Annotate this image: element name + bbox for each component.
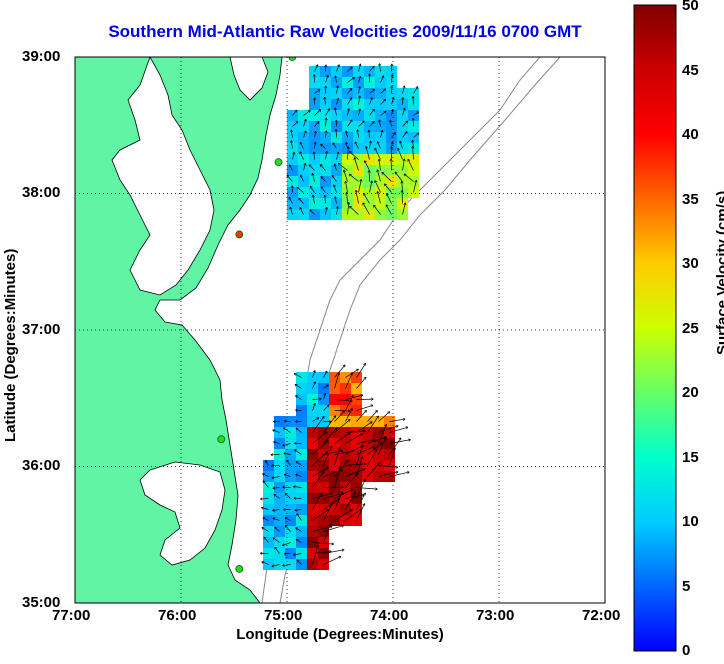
radar-station-marker (275, 159, 282, 166)
colorbar-tick-label: 25 (682, 320, 699, 337)
y-tick-label: 39:00 (22, 48, 60, 65)
colorbar (634, 5, 676, 651)
x-axis-label: Longitude (Degrees:Minutes) (75, 626, 605, 643)
colorbar-tick-label: 45 (682, 62, 699, 79)
colorbar-tick-label: 15 (682, 449, 699, 466)
y-tick-label: 36:00 (22, 457, 60, 474)
radar-station-marker (218, 436, 225, 443)
colorbar-tick-label: 30 (682, 255, 699, 272)
colorbar-tick-label: 20 (682, 384, 699, 401)
y-tick-label: 37:00 (22, 321, 60, 338)
x-tick-label: 72:00 (582, 607, 620, 624)
radar-station-marker (236, 231, 243, 238)
y-axis-label: Latitude (Degrees:Minutes) (2, 249, 19, 442)
colorbar-tick-label: 0 (682, 642, 690, 659)
x-tick-label: 75:00 (264, 607, 302, 624)
x-tick-label: 73:00 (476, 607, 514, 624)
chart-title: Southern Mid-Atlantic Raw Velocities 200… (60, 22, 630, 42)
colorbar-tick-label: 50 (682, 0, 699, 14)
x-tick-label: 74:00 (370, 607, 408, 624)
radar-station-marker (236, 565, 243, 572)
colorbar-tick-label: 5 (682, 578, 690, 595)
y-tick-label: 35:00 (22, 594, 60, 611)
colorbar-tick-label: 40 (682, 126, 699, 143)
colorbar-label: Surface Velocity (cm/s) (714, 191, 724, 355)
x-tick-label: 76:00 (158, 607, 196, 624)
colorbar-tick-label: 10 (682, 513, 699, 530)
colorbar-tick-label: 35 (682, 191, 699, 208)
y-tick-label: 38:00 (22, 184, 60, 201)
